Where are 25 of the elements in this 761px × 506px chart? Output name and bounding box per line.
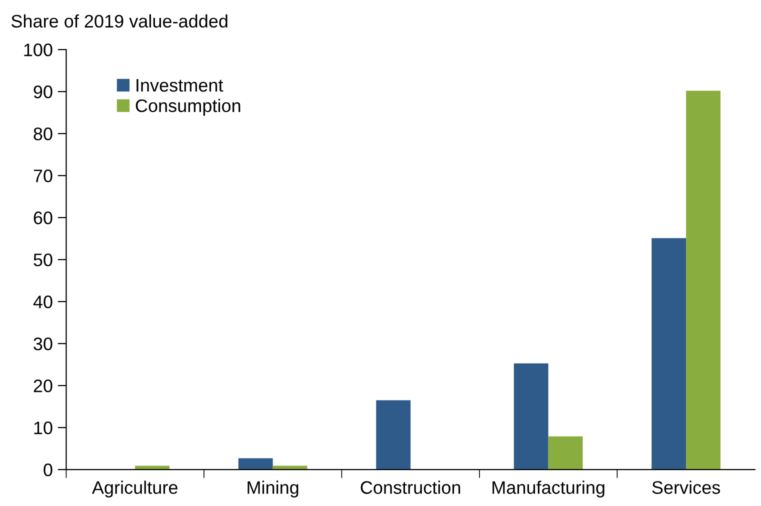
x-tick-label: Manufacturing (492, 480, 604, 498)
y-tick-label: 30 (34, 338, 52, 350)
bar (548, 436, 583, 470)
y-tick-label: 10 (34, 422, 52, 434)
x-tick-label: Agriculture (92, 480, 178, 498)
bar (376, 400, 411, 470)
y-tick-label: 50 (34, 254, 52, 266)
y-tick-label: 90 (34, 86, 52, 98)
x-tick-label: Construction (360, 480, 460, 494)
y-tick-label: 0 (44, 464, 52, 476)
y-axis-title: Share of 2019 value-added (11, 14, 228, 28)
y-tick-label: 70 (34, 170, 52, 182)
y-tick-label: 20 (34, 380, 52, 392)
y-tick-label: 60 (34, 212, 52, 224)
y-tick-label: 80 (34, 128, 52, 140)
y-tick-label: 40 (33, 296, 52, 308)
legend-label: Consumption (136, 98, 240, 116)
x-tick-label: Services (652, 480, 720, 494)
bar (686, 90, 720, 470)
x-tick-label: Mining (248, 480, 298, 498)
bar (652, 238, 686, 470)
y-tick-label: 100 (24, 44, 52, 56)
bar (238, 458, 273, 470)
legend-label: Investment (136, 79, 224, 92)
bar (514, 363, 548, 470)
